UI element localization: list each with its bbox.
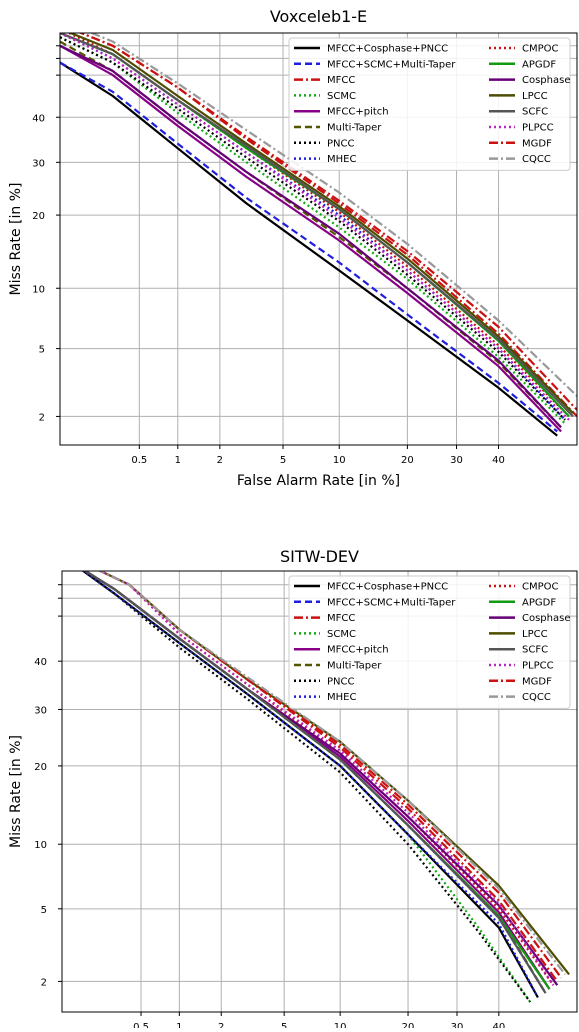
legend-label: Multi-Taper: [327, 661, 382, 672]
legend-box: [288, 575, 571, 709]
series-line-8: [81, 571, 539, 999]
legend-label: PNCC: [327, 676, 354, 687]
x-tick-label: 1: [175, 455, 181, 466]
legend-label: SCMC: [327, 629, 356, 640]
legend-label: MFCC+SCMC+Multi-Taper: [327, 59, 456, 70]
legend-label: MFCC+pitch: [327, 107, 389, 118]
x-tick-label: 10: [334, 1022, 347, 1028]
x-tick-label: 10: [333, 455, 346, 466]
y-tick-label: 30: [34, 705, 47, 716]
y-tick-labels: 2 5 10 20 30 40: [34, 657, 62, 988]
y-tick-label: 20: [32, 211, 45, 222]
x-tick-label: 2: [218, 1022, 224, 1028]
legend-label: CQCC: [522, 154, 551, 165]
series-line-11: [60, 44, 562, 429]
series-line-14: [60, 33, 570, 421]
y-tick-label: 5: [39, 345, 45, 356]
x-tick-label: 0.5: [131, 455, 147, 466]
series-line-1: [60, 61, 558, 437]
y-tick-label: 40: [34, 657, 47, 668]
legend-label: MGDF: [522, 676, 552, 687]
chart-title: Voxceleb1-E: [270, 7, 367, 26]
y-axis-label: Miss Rate [in %]: [8, 735, 24, 848]
legend-label: APGDF: [522, 59, 556, 70]
y-tick-label: 20: [34, 762, 47, 773]
x-tick-label: 40: [492, 455, 505, 466]
legend-label: APGDF: [522, 597, 556, 608]
y-tick-label: 5: [41, 905, 47, 916]
legend-label: Cosphase: [522, 75, 571, 86]
x-axis-label: False Alarm Rate [in %]: [237, 473, 400, 489]
x-tick-label: 20: [402, 1022, 415, 1028]
legend-label: CMPOC: [522, 582, 559, 593]
series-lines: [81, 571, 570, 1003]
legend-label: MFCC: [327, 75, 355, 86]
legend-label: Multi-Taper: [327, 123, 382, 134]
legend-label: PNCC: [327, 138, 354, 149]
legend-label: MFCC+Cosphase+PNCC: [327, 44, 448, 55]
y-tick-label: 30: [32, 158, 45, 169]
legend-label: Cosphase: [522, 613, 571, 624]
x-tick-label: 2: [217, 455, 223, 466]
series-line-1: [81, 571, 539, 999]
x-tick-label: 5: [280, 455, 286, 466]
legend-label: MHEC: [327, 692, 356, 703]
legend-label: CQCC: [522, 692, 551, 703]
legend-label: SCMC: [327, 91, 356, 102]
x-tick-label: 30: [451, 1022, 464, 1028]
series-line-14: [97, 571, 555, 986]
series-line-13: [83, 571, 547, 994]
x-tick-label: 40: [492, 1022, 505, 1028]
legend-label: MFCC+pitch: [327, 645, 389, 656]
series-line-7: [60, 36, 566, 421]
legend-label: MFCC+Cosphase+PNCC: [327, 582, 448, 593]
x-tick-label: 0.5: [133, 1022, 149, 1028]
legend-label: SCFC: [522, 107, 548, 118]
series-line-5: [60, 44, 562, 433]
y-tick-label: 10: [34, 840, 47, 851]
legend-label: MGDF: [522, 138, 552, 149]
legend: MFCC+Cosphase+PNCC MFCC+SCMC+Multi-Taper M…: [288, 575, 571, 709]
y-axis-label: Miss Rate [in %]: [8, 183, 24, 296]
legend-box: [288, 37, 571, 171]
x-tick-label: 1: [176, 1022, 182, 1028]
legend-label: LPCC: [522, 629, 548, 640]
y-tick-labels: 2 5 10 20 30 40: [32, 113, 60, 423]
y-tick-label: 2: [41, 977, 47, 988]
y-tick-label: 2: [39, 412, 45, 423]
x-tick-label: 20: [401, 455, 414, 466]
x-tick-labels: 0.5 1 2 5 10 20 30 40: [133, 1012, 505, 1032]
x-tick-label: 5: [281, 1022, 287, 1028]
legend-label: LPCC: [522, 91, 548, 102]
series-line-12: [67, 33, 574, 414]
plot-frame: [59, 32, 578, 446]
y-tick-label: 40: [32, 113, 45, 124]
chart-title: SITW-DEV: [280, 547, 359, 566]
y-tick-label: 10: [32, 284, 45, 295]
x-tick-label: 30: [450, 455, 463, 466]
legend-label: PLPCC: [522, 123, 554, 134]
plot-frame: [61, 570, 578, 1013]
series-line-16: [97, 571, 566, 976]
legend-label: MHEC: [327, 154, 356, 165]
legend: MFCC+Cosphase+PNCC MFCC+SCMC+Multi-Taper M…: [288, 37, 571, 171]
legend-label: CMPOC: [522, 44, 559, 55]
legend-label: SCFC: [522, 645, 548, 656]
x-tick-labels: 0.5 1 2 5 10 20 30 40: [131, 445, 505, 466]
series-line-13: [60, 33, 574, 418]
legend-label: MFCC+SCMC+Multi-Taper: [327, 597, 456, 608]
legend-label: PLPCC: [522, 661, 554, 672]
chart-panel-1: 0.5 1 2 5 10 20 30 402510203040Voxceleb1-EFalse…: [8, 7, 578, 489]
series-line-2: [60, 61, 558, 433]
legend-label: MFCC: [327, 613, 355, 624]
